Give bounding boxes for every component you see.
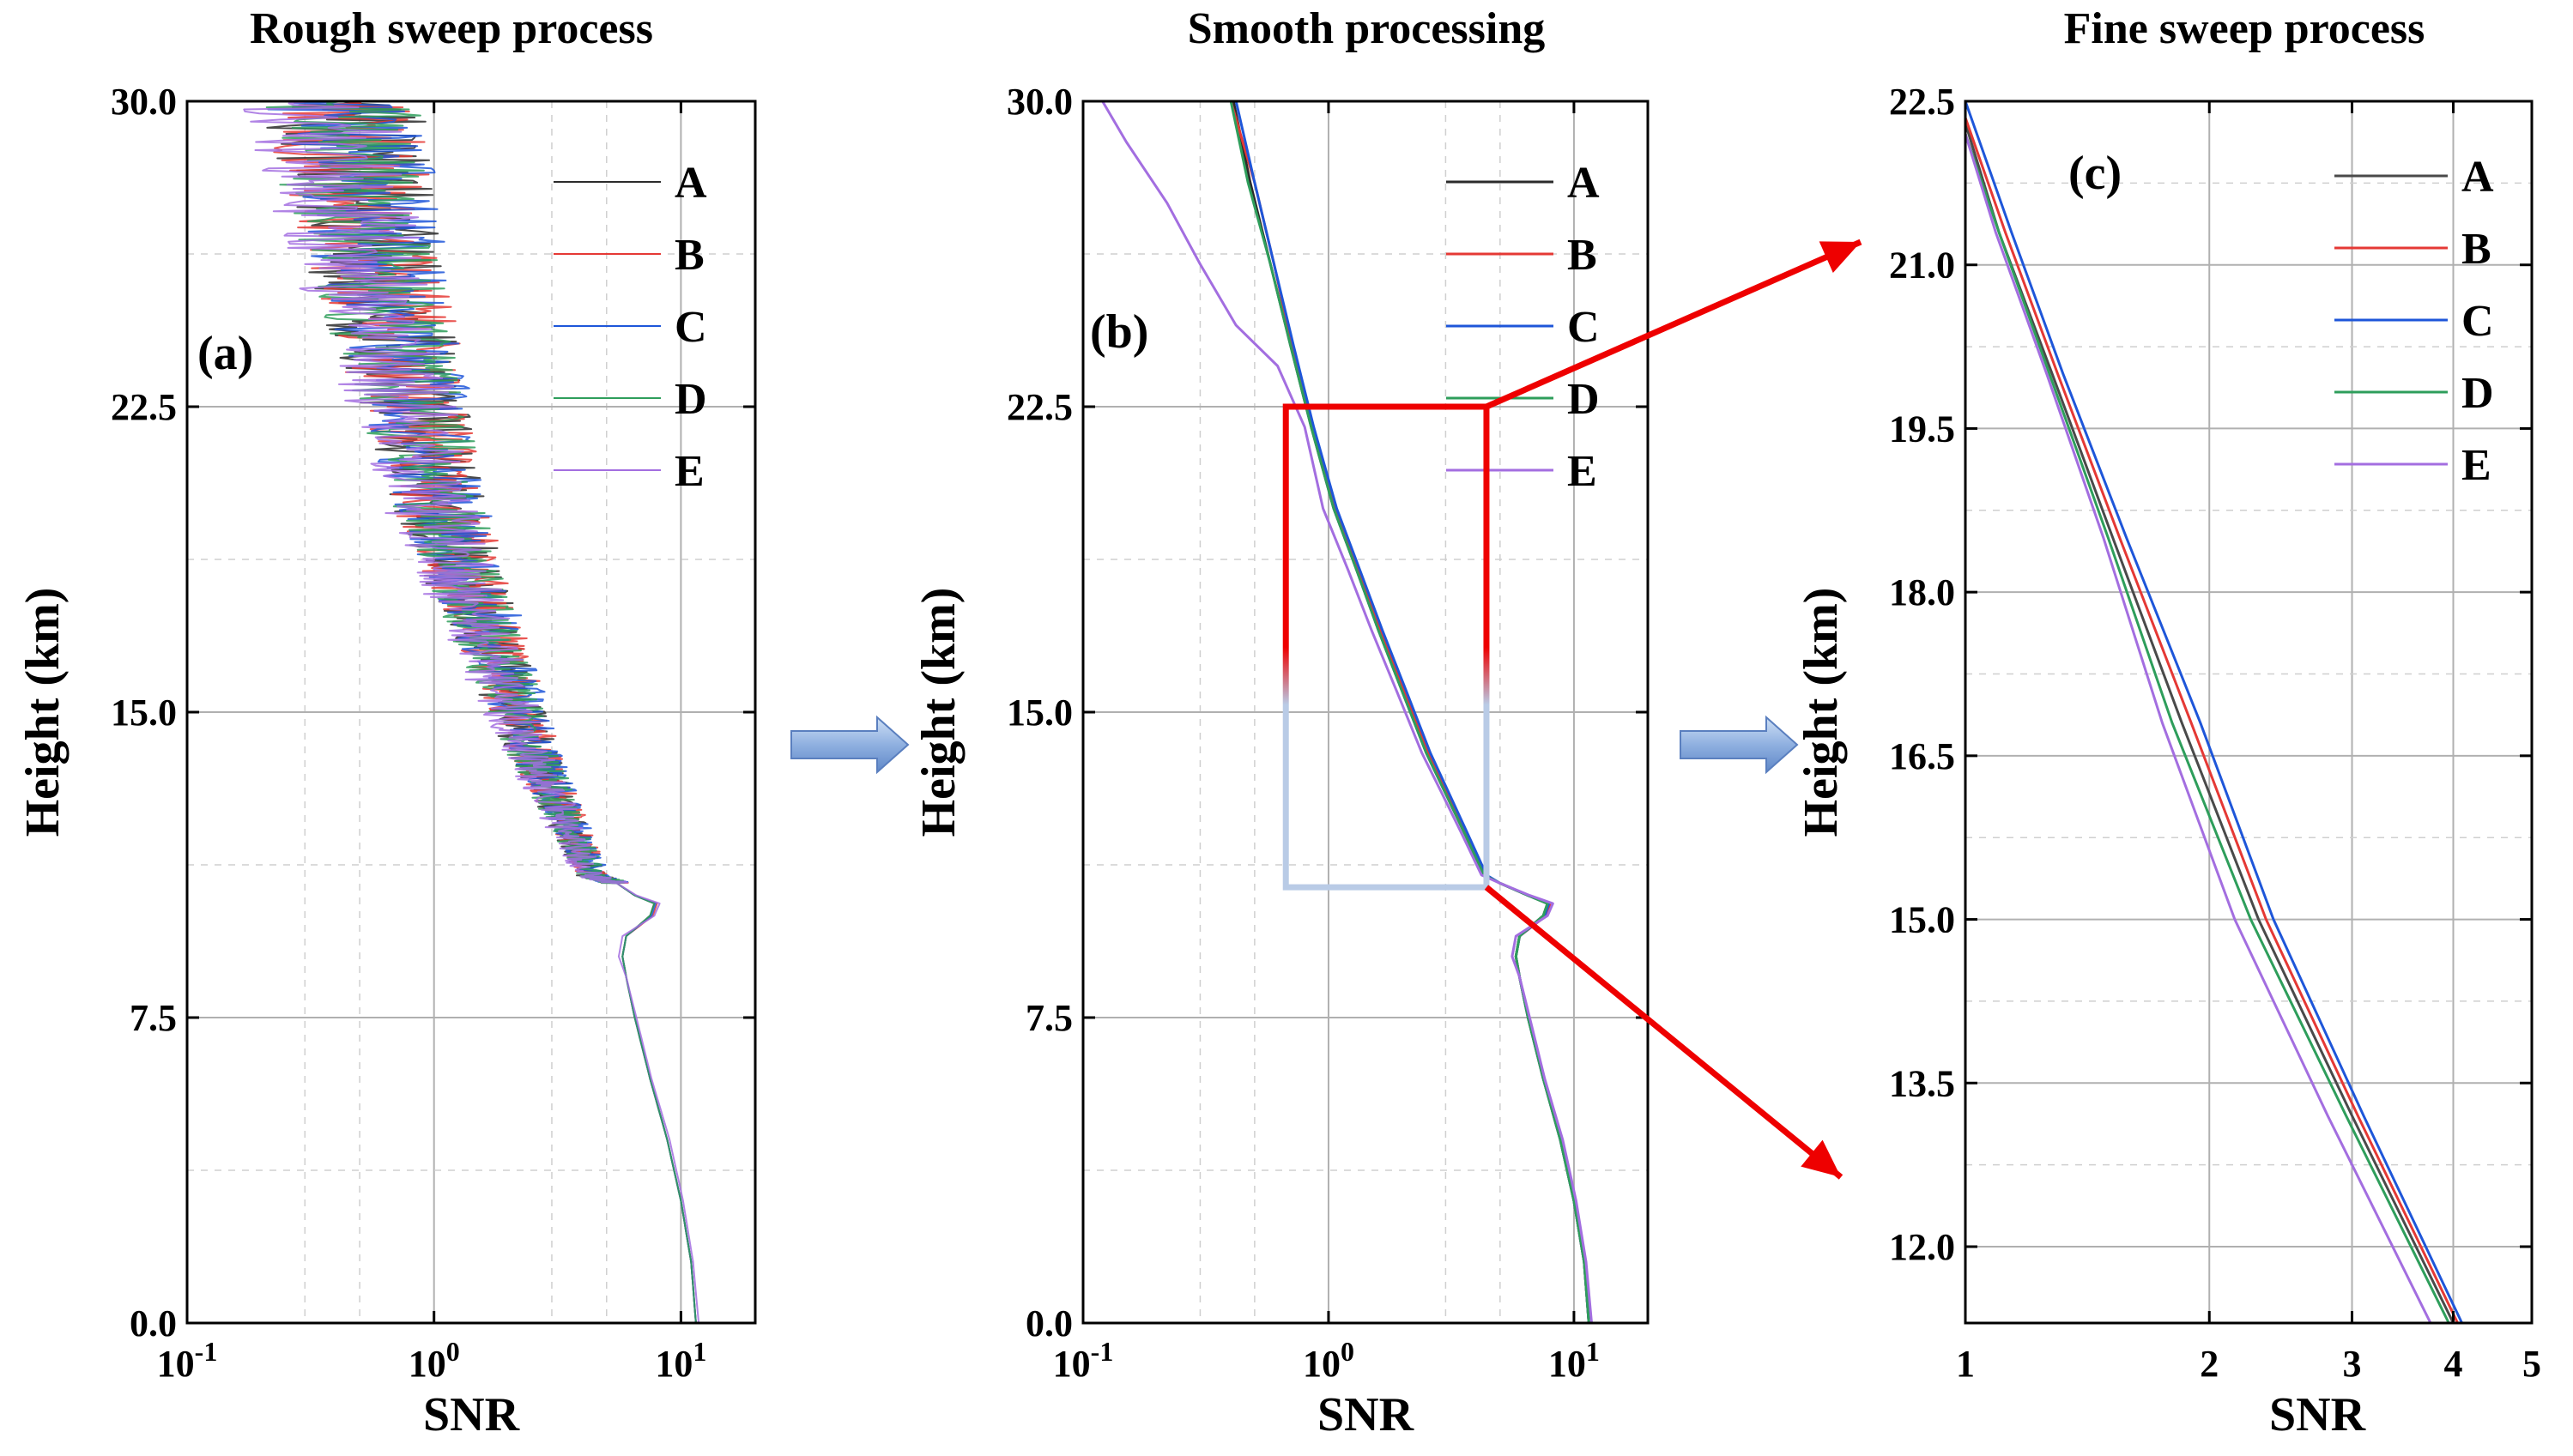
flow-arrow-a-to-b bbox=[790, 715, 910, 775]
x-axis-label-c: SNR bbox=[2269, 1388, 2366, 1441]
x-axis-label-b: SNR bbox=[1317, 1388, 1414, 1441]
legend-label-a-C: C bbox=[675, 303, 707, 352]
ytick-label-c-1: 13.5 bbox=[1889, 1062, 1955, 1104]
zoom-arrow-bottom bbox=[1484, 885, 1843, 1180]
ytick-label-c-2: 15.0 bbox=[1889, 899, 1955, 941]
zoom-arrows bbox=[1484, 239, 1862, 1180]
panel-a-title: Rough sweep process bbox=[250, 4, 653, 53]
panel-b: 0.0 7.5 15.0 22.5 30.0 10-1 100 101 SNR Height (k… bbox=[912, 81, 1650, 1441]
series-group-a bbox=[243, 100, 700, 1324]
legend-label-c-D: D bbox=[2461, 369, 2494, 418]
legend-label-b-C: C bbox=[1567, 303, 1600, 352]
gridlines-b bbox=[1083, 100, 1648, 1324]
panel-label-b: (b) bbox=[1090, 305, 1148, 359]
panel-a: 0.0 7.5 15.0 22.5 30.0 10-1 100 101 SNR Height (k… bbox=[16, 81, 757, 1441]
series-group-b bbox=[1101, 100, 1593, 1324]
panel-b-title: Smooth processing bbox=[1188, 4, 1546, 53]
y-axis-label-b: Height (km) bbox=[912, 588, 966, 837]
xtick-label-c-0: 1 bbox=[1956, 1343, 1975, 1385]
series-line-b-E bbox=[1101, 100, 1593, 1324]
y-axis-label-c: Height (km) bbox=[1795, 588, 1848, 837]
gridlines-c bbox=[1965, 100, 2532, 1323]
panel-label-a: (a) bbox=[197, 327, 253, 380]
legend-label-a-A: A bbox=[675, 159, 707, 208]
ytick-label-c-3: 16.5 bbox=[1889, 735, 1955, 777]
xtick-label-a-2: 101 bbox=[655, 1336, 706, 1385]
ytick-label-c-6: 21.0 bbox=[1889, 245, 1955, 287]
ytick-label-b-0: 0.0 bbox=[1026, 1302, 1073, 1344]
xtick-label-c-4: 5 bbox=[2522, 1343, 2541, 1385]
series-line-c-D bbox=[1964, 133, 2450, 1324]
ytick-label-a-2: 15.0 bbox=[111, 692, 177, 734]
series-line-c-E bbox=[1964, 133, 2432, 1324]
xtick-label-b-1: 100 bbox=[1303, 1336, 1354, 1385]
legend-label-b-A: A bbox=[1567, 159, 1600, 208]
legend-label-c-B: B bbox=[2461, 225, 2491, 274]
ytick-label-c-7: 22.5 bbox=[1889, 81, 1955, 123]
ytick-label-c-4: 18.0 bbox=[1889, 571, 1955, 613]
legend-label-a-D: D bbox=[675, 375, 707, 424]
legend-label-c-C: C bbox=[2461, 297, 2494, 346]
x-axis-label-a: SNR bbox=[423, 1388, 520, 1441]
series-group-c bbox=[1964, 100, 2463, 1324]
panel-label-c: (c) bbox=[2068, 147, 2122, 200]
ytick-label-c-0: 12.0 bbox=[1889, 1226, 1955, 1268]
ytick-label-b-3: 22.5 bbox=[1007, 386, 1073, 428]
series-line-a-E bbox=[243, 100, 700, 1324]
ytick-label-a-1: 7.5 bbox=[130, 997, 177, 1039]
series-line-c-B bbox=[1964, 117, 2459, 1324]
xtick-label-a-1: 100 bbox=[409, 1336, 460, 1385]
ytick-label-a-0: 0.0 bbox=[130, 1302, 177, 1344]
xtick-label-c-1: 2 bbox=[2200, 1343, 2219, 1385]
flow-arrow-b-to-c bbox=[1680, 715, 1799, 775]
ytick-label-b-4: 30.0 bbox=[1007, 81, 1073, 123]
legend-label-b-B: B bbox=[1567, 231, 1597, 280]
series-line-c-C bbox=[1964, 100, 2463, 1324]
legend-label-b-D: D bbox=[1567, 375, 1600, 424]
legend-label-a-E: E bbox=[675, 447, 705, 496]
zoom-arrow-bottom-head bbox=[1801, 1139, 1841, 1177]
ytick-label-c-5: 19.5 bbox=[1889, 408, 1955, 450]
xtick-label-a-0: 10-1 bbox=[157, 1336, 218, 1385]
y-axis-label-a: Height (km) bbox=[16, 588, 70, 837]
ytick-label-b-2: 15.0 bbox=[1007, 692, 1073, 734]
legend-label-b-E: E bbox=[1567, 447, 1597, 496]
panel-c: 12.0 13.5 15.0 16.5 18.0 19.5 21.0 22.5 1 2 3 4 5 SNR… bbox=[1795, 81, 2541, 1441]
ytick-label-a-3: 22.5 bbox=[111, 386, 177, 428]
xtick-label-c-3: 4 bbox=[2443, 1343, 2462, 1385]
ytick-label-b-1: 7.5 bbox=[1026, 997, 1073, 1039]
zoom-box bbox=[1282, 403, 1490, 891]
panel-c-title: Fine sweep process bbox=[2064, 4, 2425, 53]
xtick-label-b-2: 101 bbox=[1548, 1336, 1600, 1385]
plot-frame-c bbox=[1964, 100, 2534, 1325]
legend-label-c-E: E bbox=[2461, 441, 2491, 490]
ytick-label-a-4: 30.0 bbox=[111, 81, 177, 123]
xtick-label-b-0: 10-1 bbox=[1053, 1336, 1114, 1385]
legend-label-c-A: A bbox=[2461, 153, 2494, 202]
legend-label-a-B: B bbox=[675, 231, 705, 280]
zoom-arrow-top bbox=[1485, 239, 1862, 410]
xtick-label-c-2: 3 bbox=[2343, 1343, 2362, 1385]
zoom-arrow-top-head bbox=[1819, 241, 1861, 274]
